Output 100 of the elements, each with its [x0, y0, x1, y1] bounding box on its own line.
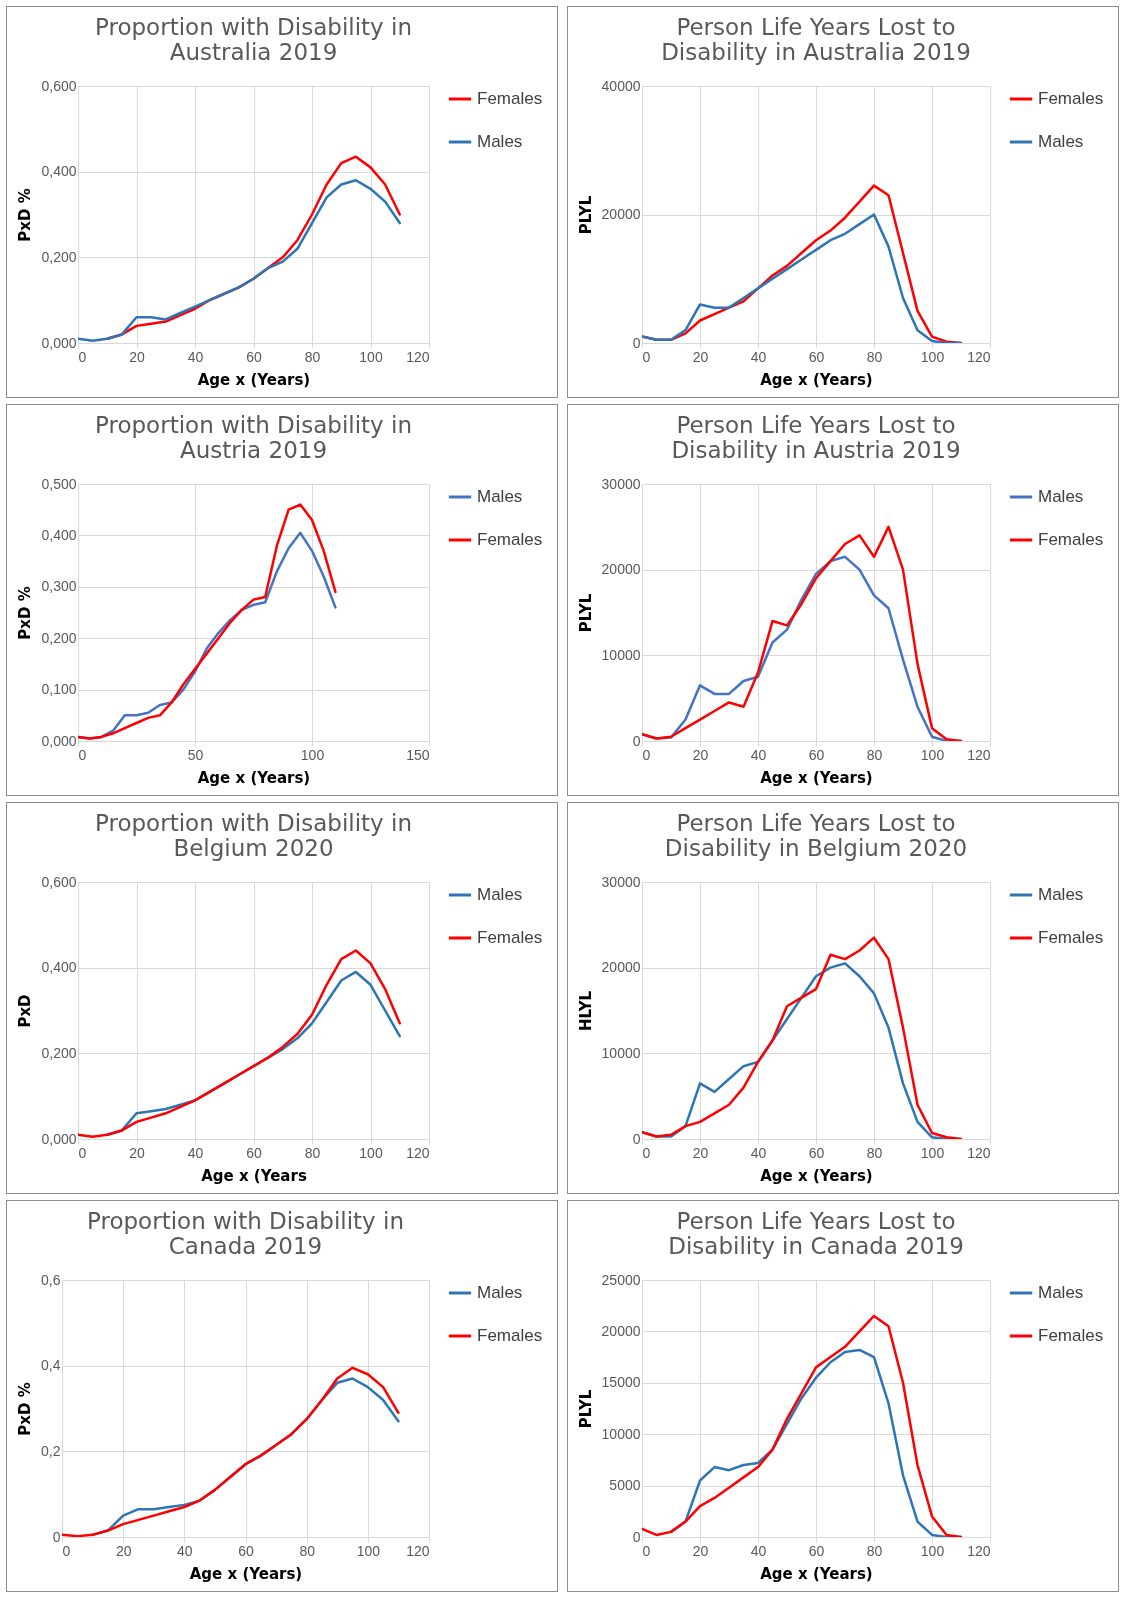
legend-label: Males [477, 487, 523, 506]
y-axis-title: PxD % [16, 586, 35, 640]
x-tick-label: 60 [238, 1542, 254, 1559]
x-tick-label: 120 [406, 1144, 430, 1161]
y-tick-label: 10000 [601, 646, 641, 663]
legend-label: Females [477, 928, 543, 947]
legend-label: Females [477, 1326, 543, 1345]
x-tick-label: 40 [750, 1144, 767, 1161]
x-tick-label: 100 [356, 1542, 381, 1559]
x-axis-title: Age x (Years [201, 1166, 307, 1185]
y-axis-title: PxD % [16, 1382, 35, 1436]
x-axis-title: Age x (Years) [197, 370, 311, 389]
legend-label: Males [477, 885, 523, 904]
y-tick-label: 0 [632, 1528, 641, 1545]
legend-label: Males [1038, 885, 1084, 904]
x-tick-label: 40 [750, 1542, 767, 1559]
y-axis-title: HLYL [576, 990, 595, 1032]
x-tick-label: 80 [304, 1144, 321, 1161]
x-tick-label: 50 [187, 746, 204, 763]
legend-label: Females [1038, 1326, 1104, 1345]
chart-title: Person Life Years Lost to Disability in Canada 2019 [668, 1208, 964, 1259]
x-tick-label: 40 [750, 746, 767, 763]
x-axis-title: Age x (Years) [760, 768, 873, 787]
x-tick-label: 40 [177, 1542, 193, 1559]
x-tick-label: 100 [920, 1144, 945, 1161]
legend-label: Females [477, 89, 543, 108]
legend-label: Females [1038, 530, 1104, 549]
x-tick-label: 120 [406, 1542, 430, 1559]
x-tick-label: 40 [750, 348, 767, 365]
y-tick-label: 20000 [601, 206, 641, 222]
x-axis-title: Age x (Years) [189, 1564, 303, 1583]
x-axis-title: Age x (Years) [760, 1166, 873, 1185]
y-tick-label: 25000 [601, 1271, 641, 1288]
x-tick-label: 20 [692, 746, 709, 763]
x-tick-label: 40 [187, 1144, 204, 1161]
legend-label: Males [477, 132, 523, 151]
y-tick-label: 20000 [601, 561, 641, 578]
y-tick-label: 5000 [609, 1477, 641, 1494]
x-tick-label: 120 [967, 1144, 991, 1161]
y-tick-label: 0 [632, 732, 641, 749]
x-tick-label: 100 [359, 348, 383, 365]
y-tick-label: 0,500 [41, 475, 77, 492]
legend-label: Males [477, 1283, 523, 1302]
x-tick-label: 80 [866, 1542, 883, 1559]
x-tick-label: 20 [115, 1542, 132, 1559]
x-tick-label: 20 [692, 1542, 709, 1559]
y-tick-label: 0,100 [41, 681, 77, 698]
y-tick-label: 10000 [601, 1425, 641, 1442]
y-tick-label: 0 [52, 1528, 61, 1545]
x-tick-label: 60 [808, 1542, 825, 1559]
y-tick-label: 30000 [601, 873, 641, 890]
chart-title: Proportion with Disability in Australia 2019 [95, 14, 412, 65]
y-tick-label: 0,200 [41, 629, 77, 646]
x-tick-label: 60 [808, 746, 825, 763]
x-axis-title: Age x (Years) [197, 768, 311, 787]
y-tick-label: 0,4 [41, 1357, 61, 1374]
y-tick-label: 0,400 [41, 526, 77, 543]
x-tick-label: 80 [304, 348, 321, 365]
x-tick-label: 20 [129, 348, 145, 365]
y-tick-label: 20000 [601, 1322, 641, 1339]
y-tick-label: 30000 [601, 475, 641, 492]
x-tick-label: 80 [299, 1542, 316, 1559]
x-tick-label: 60 [246, 1144, 262, 1161]
chart-title: Proportion with Disability in Canada 2019 [87, 1208, 404, 1259]
x-tick-label: 20 [692, 348, 709, 365]
legend-label: Males [1038, 487, 1084, 506]
x-tick-label: 80 [866, 348, 883, 365]
x-axis-title: Age x (Years) [760, 370, 873, 389]
y-tick-label: 10000 [601, 1044, 641, 1061]
y-tick-label: 0,300 [41, 578, 77, 595]
chart-title: Person Life Years Lost to Disability in Australia 2019 [661, 14, 971, 65]
x-tick-label: 40 [187, 348, 204, 365]
x-tick-label: 100 [300, 746, 325, 763]
chart-title: Proportion with Disability in Belgium 2020 [95, 810, 412, 861]
y-tick-label: 0,600 [41, 873, 77, 890]
x-axis-title: Age x (Years) [760, 1564, 873, 1583]
y-axis-title: PLYL [576, 1389, 595, 1429]
y-tick-label: 0,000 [41, 732, 77, 749]
y-tick-label: 0,200 [41, 1044, 77, 1061]
legend-label: Females [477, 530, 543, 549]
y-tick-label: 0,600 [41, 77, 77, 94]
y-tick-label: 0,200 [41, 248, 77, 265]
y-axis-title: PLYL [576, 195, 595, 235]
chart-title: Person Life Years Lost to Disability in Austria 2019 [671, 412, 961, 463]
x-tick-label: 120 [967, 746, 991, 763]
x-tick-label: 100 [920, 1542, 945, 1559]
legend-label: Males [1038, 132, 1084, 151]
legend-label: Females [1038, 928, 1104, 947]
y-tick-label: 0 [632, 334, 641, 351]
x-tick-label: 100 [359, 1144, 383, 1161]
y-tick-label: 15000 [601, 1374, 641, 1391]
y-tick-label: 0,000 [41, 334, 77, 351]
x-tick-label: 20 [692, 1144, 709, 1161]
y-tick-label: 0,2 [41, 1442, 61, 1459]
legend-label: Females [1038, 89, 1104, 108]
y-tick-label: 0 [632, 1130, 641, 1147]
y-tick-label: 20000 [601, 959, 641, 976]
y-tick-label: 0,000 [41, 1130, 77, 1147]
y-tick-label: 0,6 [41, 1271, 61, 1288]
chart-title: Proportion with Disability in Austria 2019 [95, 412, 412, 463]
